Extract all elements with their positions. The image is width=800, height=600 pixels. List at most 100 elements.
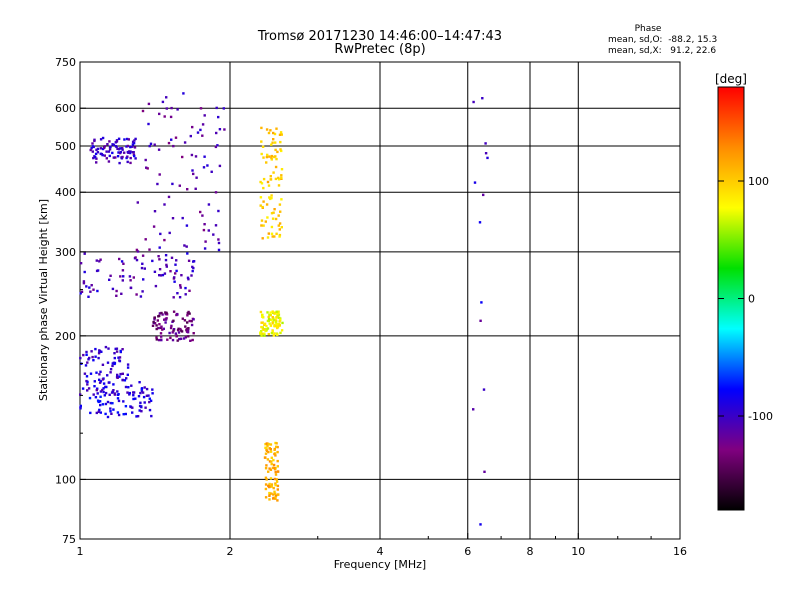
data-point	[267, 450, 270, 454]
data-point	[96, 147, 100, 151]
data-point	[185, 224, 189, 227]
data-point	[174, 332, 177, 335]
data-point	[177, 331, 181, 334]
data-point	[95, 411, 98, 415]
data-point	[96, 289, 99, 293]
data-point	[186, 252, 189, 255]
data-point	[110, 412, 113, 415]
data-point	[163, 272, 167, 275]
data-point	[260, 325, 263, 329]
phase-label: Phase	[635, 24, 662, 34]
data-point	[165, 107, 168, 110]
data-point	[204, 240, 207, 243]
data-point	[186, 276, 190, 279]
data-point	[125, 137, 129, 141]
data-point	[128, 275, 132, 278]
data-point	[128, 150, 131, 153]
data-point	[268, 460, 272, 463]
data-point	[270, 492, 273, 495]
data-point	[95, 148, 98, 151]
data-point	[270, 318, 273, 321]
data-point	[267, 470, 270, 473]
data-point	[263, 334, 266, 337]
data-point	[272, 317, 275, 320]
data-point	[266, 327, 270, 330]
data-point	[482, 193, 485, 197]
data-point	[184, 293, 187, 296]
data-point	[128, 391, 131, 395]
data-point	[79, 356, 82, 360]
data-point	[79, 404, 82, 408]
data-point	[121, 147, 124, 150]
data-point	[92, 156, 95, 160]
data-point	[194, 187, 197, 190]
data-point	[118, 359, 121, 362]
data-point	[97, 352, 101, 355]
data-point	[107, 150, 111, 153]
data-point	[131, 411, 134, 414]
data-point	[273, 208, 276, 211]
data-point	[201, 134, 204, 137]
data-point	[90, 147, 93, 150]
data-point	[169, 115, 173, 119]
data-point	[89, 372, 93, 375]
data-point	[265, 464, 268, 467]
data-point	[268, 196, 271, 199]
data-point	[278, 235, 281, 238]
data-point	[163, 203, 166, 206]
data-point	[107, 347, 110, 350]
data-point	[82, 353, 85, 357]
data-point	[202, 166, 206, 169]
x-tick-label: 1	[77, 545, 84, 558]
data-point	[156, 319, 159, 322]
data-point	[158, 274, 161, 277]
data-point	[261, 332, 264, 335]
data-point	[272, 138, 275, 141]
data-point	[203, 247, 207, 250]
x-tick-label: 2	[227, 545, 234, 558]
data-point	[101, 136, 105, 140]
data-point	[87, 358, 90, 361]
data-point	[105, 150, 108, 153]
data-point	[181, 216, 184, 220]
data-point	[108, 154, 111, 158]
data-point	[264, 443, 267, 446]
data-point	[162, 327, 165, 330]
data-point	[155, 327, 158, 331]
data-point	[165, 265, 168, 268]
data-point	[164, 258, 168, 262]
data-point	[120, 292, 123, 295]
data-point	[280, 168, 284, 171]
data-point	[99, 258, 102, 261]
data-point	[103, 394, 106, 397]
data-point	[126, 366, 130, 369]
data-point	[148, 400, 151, 404]
data-point	[147, 102, 151, 106]
data-point	[151, 259, 154, 263]
data-point	[217, 241, 221, 245]
data-point	[115, 347, 119, 350]
data-point	[265, 328, 268, 331]
data-point	[112, 389, 115, 392]
data-point	[280, 149, 283, 153]
data-point	[180, 274, 183, 277]
data-point	[99, 147, 103, 150]
data-point	[173, 280, 176, 283]
data-point	[269, 129, 272, 132]
data-point	[158, 312, 162, 315]
x-tick-label: 6	[464, 545, 471, 558]
data-point	[121, 155, 124, 159]
data-point	[260, 219, 264, 222]
data-point	[270, 143, 273, 146]
data-point	[271, 310, 274, 313]
data-point	[260, 224, 263, 227]
data-point	[187, 335, 190, 338]
data-point	[168, 331, 171, 335]
data-point	[270, 225, 274, 229]
data-point	[102, 382, 106, 385]
data-point	[192, 332, 195, 335]
phase-stats-o: mean, sd,O: -88.2, 15.3	[608, 35, 717, 45]
colorbar-tick-label: 0	[748, 293, 755, 306]
data-point	[274, 497, 277, 500]
data-point	[116, 390, 119, 393]
